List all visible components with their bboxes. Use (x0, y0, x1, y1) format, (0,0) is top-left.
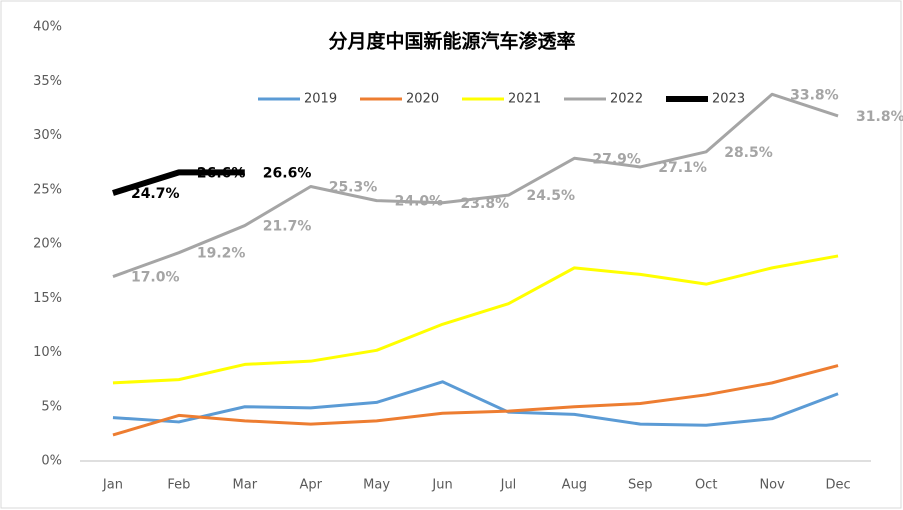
series-line (112, 254, 839, 385)
y-tick-label: 35% (33, 74, 62, 89)
data-label: 17.0% (131, 270, 180, 286)
series-line (112, 169, 245, 196)
data-label: 31.8% (856, 109, 903, 125)
y-tick-label: 30% (33, 128, 62, 143)
y-tick-label: 0% (41, 454, 62, 469)
x-tick-label: Jun (431, 478, 452, 493)
x-tick-label: Apr (299, 478, 322, 493)
data-label: 26.6% (263, 165, 312, 181)
series-line (112, 92, 839, 278)
data-label: 24.7% (131, 186, 180, 202)
data-label: 21.7% (263, 219, 312, 235)
data-label: 27.9% (592, 151, 641, 167)
data-label: 23.8% (461, 196, 510, 212)
legend-label: 2023 (712, 92, 745, 107)
y-tick-label: 40% (33, 20, 62, 35)
series-line (112, 380, 839, 427)
data-label: 25.3% (329, 179, 378, 195)
x-tick-label: Mar (233, 478, 258, 493)
x-tick-label: Jul (500, 478, 517, 493)
x-tick-label: Jan (102, 478, 123, 493)
data-label: 26.6% (197, 165, 246, 181)
legend-label: 2022 (610, 92, 643, 107)
series-line (112, 364, 839, 437)
data-label: 24.0% (395, 194, 444, 210)
data-label: 27.1% (658, 160, 707, 176)
x-tick-label: Feb (167, 478, 190, 493)
y-tick-label: 20% (33, 237, 62, 252)
x-tick-label: May (363, 478, 390, 493)
y-tick-label: 25% (33, 182, 62, 197)
y-tick-label: 5% (41, 399, 62, 414)
x-tick-label: Dec (825, 478, 850, 493)
legend-label: 2021 (508, 92, 541, 107)
legend-label: 2019 (304, 92, 337, 107)
legend-label: 2020 (406, 92, 439, 107)
chart-title: 分月度中国新能源汽车渗透率 (328, 30, 575, 53)
x-tick-label: Nov (759, 478, 785, 493)
x-tick-label: Oct (695, 478, 717, 493)
x-tick-label: Sep (628, 478, 653, 493)
data-label: 33.8% (790, 87, 839, 103)
y-tick-label: 15% (33, 291, 62, 306)
data-label: 19.2% (197, 246, 246, 262)
data-label: 24.5% (526, 188, 575, 204)
x-tick-label: Aug (562, 478, 587, 493)
data-label: 28.5% (724, 145, 773, 161)
y-tick-label: 10% (33, 345, 62, 360)
